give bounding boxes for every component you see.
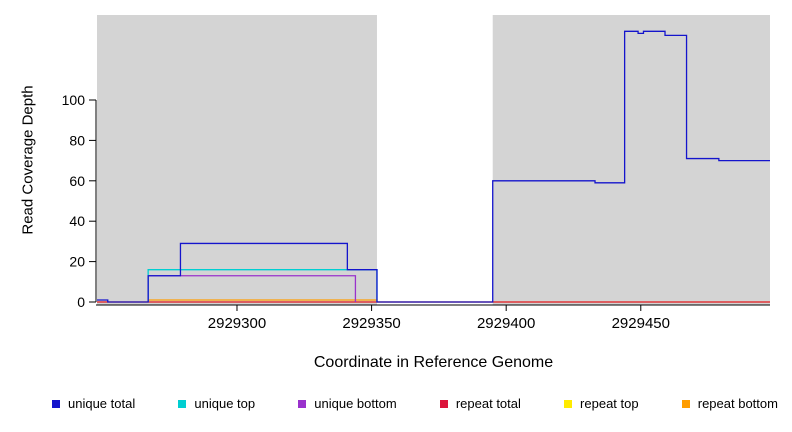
- legend-swatch-icon: [178, 399, 187, 408]
- legend-item-unique-top: unique top: [178, 396, 255, 411]
- legend-swatch-icon: [564, 399, 573, 408]
- legend-label: repeat total: [455, 396, 521, 411]
- x-axis-title: Coordinate in Reference Genome: [313, 354, 554, 371]
- shaded-regions-layer: [97, 15, 770, 305]
- legend-swatch-icon: [439, 399, 448, 408]
- legend: unique total unique top unique bottom repea…: [0, 396, 792, 411]
- legend-item-unique-total: unique total: [52, 396, 135, 411]
- legend-item-repeat-bottom: repeat bottom: [681, 396, 778, 411]
- legend-swatch-icon: [298, 399, 307, 408]
- axes-layer: 2929300 2929350 2929400 2929450 0 20 40 60 80 100: [62, 92, 770, 332]
- series-line-unique-total: [97, 30, 770, 303]
- legend-item-unique-bottom: unique bottom: [298, 396, 397, 411]
- legend-label: unique top: [194, 396, 256, 411]
- legend-swatch-icon: [52, 399, 60, 408]
- legend-label: repeat top: [580, 396, 639, 411]
- legend-swatch-icon: [681, 399, 690, 408]
- x-tick-label: 2929300: [208, 315, 266, 332]
- series-layer: [97, 30, 770, 303]
- x-tick-label: 2929450: [612, 315, 670, 332]
- shaded-region: [97, 15, 377, 305]
- legend-label: unique total: [68, 396, 136, 411]
- y-tick-label: 0: [77, 294, 85, 310]
- legend-item-repeat-total: repeat total: [439, 396, 521, 411]
- x-tick-label: 2929350: [342, 315, 400, 332]
- y-tick-label: 80: [69, 132, 85, 148]
- y-tick-label: 40: [69, 213, 85, 229]
- legend-label: repeat bottom: [697, 396, 778, 411]
- y-axis-title: Read Coverage Depth: [19, 85, 37, 235]
- y-tick-label: 60: [69, 173, 85, 189]
- y-tick-label: 100: [62, 92, 86, 108]
- legend-label: unique bottom: [314, 396, 397, 411]
- plot-canvas: 2929300 2929350 2929400 2929450 0 20 40 60 80 100: [62, 15, 770, 332]
- legend-item-repeat-top: repeat top: [564, 396, 639, 411]
- x-tick-label: 2929400: [477, 315, 535, 332]
- y-tick-label: 20: [69, 254, 85, 270]
